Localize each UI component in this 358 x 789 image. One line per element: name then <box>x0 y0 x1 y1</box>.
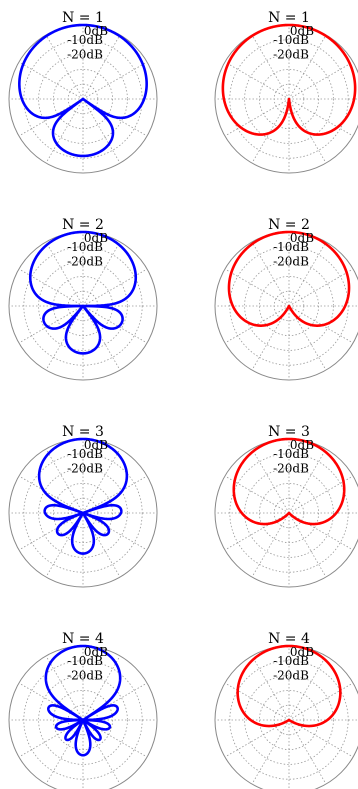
db-ring <box>244 54 334 144</box>
db-ring <box>258 275 319 336</box>
db-ring <box>38 468 128 558</box>
angle-spoke <box>18 305 84 344</box>
db-label: -10dB <box>67 33 103 47</box>
db-label: -20dB <box>67 669 103 683</box>
db-ring <box>258 482 319 543</box>
polar-panel-8: 0dB-10dB-20dB N = 4 <box>214 631 358 789</box>
panel-title: N = 4 <box>268 631 310 647</box>
pattern-curve <box>37 437 129 555</box>
db-ring <box>258 69 319 130</box>
db-label: -10dB <box>273 447 309 461</box>
panel-title: N = 3 <box>62 424 104 440</box>
angle-spoke <box>45 98 84 164</box>
db-ring <box>38 261 128 351</box>
angle-spoke <box>288 98 354 137</box>
db-label: 0dB <box>84 438 108 452</box>
polar-panel-3: 0dB-10dB-20dB N = 2 <box>8 217 158 381</box>
angle-spoke <box>288 719 327 785</box>
angle-spoke <box>45 305 84 371</box>
db-label: -20dB <box>273 255 309 269</box>
db-ring <box>244 261 334 351</box>
angle-spoke <box>251 98 290 164</box>
pattern-curve <box>221 23 357 136</box>
panel-title: N = 1 <box>268 10 310 26</box>
polar-panel-6: 0dB-10dB-20dB N = 3 <box>214 424 358 588</box>
db-ring <box>53 690 114 751</box>
angle-spoke <box>224 512 290 551</box>
db-label: -20dB <box>273 669 309 683</box>
db-label: -10dB <box>67 240 103 254</box>
pattern-curve <box>236 644 342 728</box>
angle-spoke <box>288 61 354 100</box>
db-ring <box>53 482 114 543</box>
db-ring <box>23 39 143 159</box>
db-label: -10dB <box>67 654 103 668</box>
panel-title: N = 4 <box>62 631 104 647</box>
db-label: 0dB <box>84 231 108 245</box>
db-label: 0dB <box>290 438 314 452</box>
panel-title: N = 1 <box>62 10 104 26</box>
panel-title: N = 2 <box>268 217 310 233</box>
db-ring <box>23 246 143 366</box>
pattern-curve <box>28 230 138 355</box>
angle-spoke <box>224 61 290 100</box>
angle-spoke <box>224 98 290 137</box>
db-ring <box>23 453 143 573</box>
polar-panel-1: 0dB-10dB-20dB N = 1 <box>8 10 158 174</box>
db-ring <box>53 69 114 130</box>
db-label: 0dB <box>84 24 108 38</box>
db-label: -20dB <box>67 48 103 62</box>
angle-spoke <box>82 305 148 344</box>
db-label: -10dB <box>273 240 309 254</box>
db-ring <box>38 675 128 765</box>
db-label: -20dB <box>273 48 309 62</box>
polar-panel-5: 0dB-10dB-20dB N = 3 <box>8 424 158 588</box>
pattern-curve <box>232 437 346 526</box>
db-label: -20dB <box>67 255 103 269</box>
db-ring <box>229 39 349 159</box>
angle-spoke <box>82 475 148 514</box>
db-label: 0dB <box>290 24 314 38</box>
angle-spoke <box>18 268 84 307</box>
db-label: 0dB <box>290 231 314 245</box>
angle-spoke <box>251 719 290 785</box>
angle-spoke <box>288 512 354 551</box>
db-ring <box>229 660 349 780</box>
db-label: -10dB <box>67 447 103 461</box>
polar-panel-7: 0dB-10dB-20dB N = 4 <box>8 631 158 789</box>
angle-spoke <box>82 305 121 371</box>
db-ring <box>229 246 349 366</box>
db-label: -20dB <box>67 462 103 476</box>
db-label: 0dB <box>84 645 108 659</box>
pattern-curve <box>44 644 122 757</box>
db-ring <box>258 690 319 751</box>
angle-spoke <box>82 98 121 164</box>
db-ring <box>23 660 143 780</box>
angle-spoke <box>18 475 84 514</box>
angle-spoke <box>18 61 84 100</box>
angle-spoke <box>288 682 354 721</box>
db-ring <box>244 675 334 765</box>
db-label: 0dB <box>290 645 314 659</box>
db-label: -20dB <box>273 462 309 476</box>
angle-spoke <box>288 268 354 307</box>
pattern-curve <box>18 23 148 158</box>
db-label: -10dB <box>273 33 309 47</box>
panel-title: N = 2 <box>62 217 104 233</box>
db-ring <box>53 275 114 336</box>
angle-spoke <box>82 61 148 100</box>
panel-title: N = 3 <box>268 424 310 440</box>
angle-spoke <box>224 268 290 307</box>
db-ring <box>244 468 334 558</box>
db-ring <box>38 54 128 144</box>
db-label: -10dB <box>273 654 309 668</box>
angle-spoke <box>82 268 148 307</box>
db-ring <box>229 453 349 573</box>
angle-spoke <box>224 682 290 721</box>
angle-spoke <box>288 98 327 164</box>
polar-panel-2: 0dB-10dB-20dB N = 1 <box>214 10 358 174</box>
pattern-curve <box>227 230 351 327</box>
polar-panel-4: 0dB-10dB-20dB N = 2 <box>214 217 358 381</box>
